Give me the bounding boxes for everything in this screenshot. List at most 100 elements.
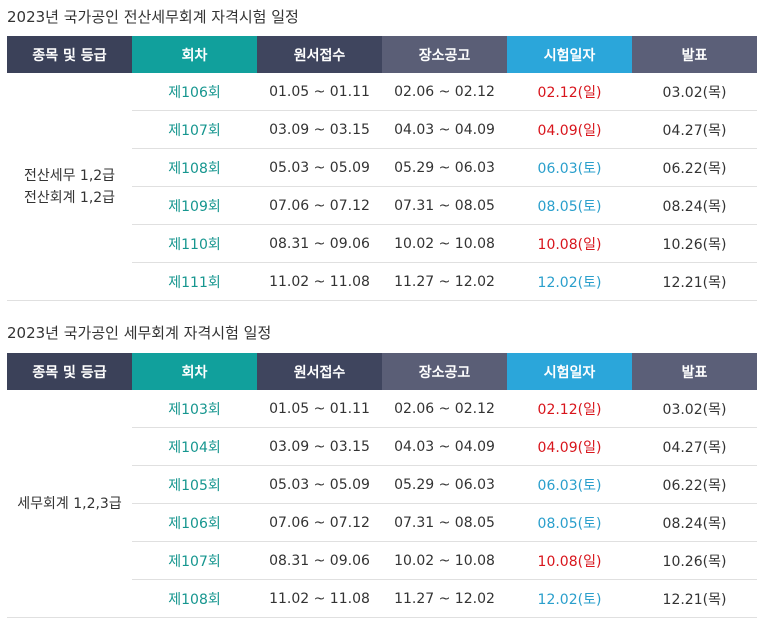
section-title: 2023년 국가공인 세무회계 자격시험 일정 <box>7 324 272 342</box>
exam-date-cell: 06.03(토) <box>507 148 632 187</box>
table-row: 제111회 11.02 ~ 11.08 11.27 ~ 12.02 12.02(토) 1… <box>7 262 757 301</box>
header-cell: 회차 <box>132 353 257 390</box>
table-row: 전산세무 1,2급 전산회계 1,2급 제106회 01.05 ~ 01.11 02.0… <box>7 73 757 301</box>
table-row: 제106회 07.06 ~ 07.12 07.31 ~ 08.05 08.05(토) 0… <box>7 503 757 542</box>
table-row: 제107회 03.09 ~ 03.15 04.03 ~ 04.09 04.09(일) 0… <box>7 110 757 149</box>
grade-line: 전산회계 1,2급 <box>23 189 116 206</box>
round-cell: 제109회 <box>132 186 257 225</box>
result-cell: 03.02(목) <box>632 73 757 111</box>
table-head: 종목 및 등급 회차 원서접수 장소공고 시험일자 발표 <box>7 353 757 390</box>
table-row: 제108회 11.02 ~ 11.08 11.27 ~ 12.02 12.02(토) 1… <box>7 579 757 618</box>
apply-cell: 05.03 ~ 05.09 <box>257 148 382 187</box>
grade-cell: 세무회계 1,2,3급 <box>7 390 132 618</box>
exam-date-cell: 08.05(토) <box>507 503 632 542</box>
exam-date-cell: 12.02(토) <box>507 579 632 618</box>
header-cell: 시험일자 <box>507 353 632 390</box>
table-row: 제109회 07.06 ~ 07.12 07.31 ~ 08.05 08.05(토) 0… <box>7 186 757 225</box>
venue-cell: 05.29 ~ 06.03 <box>382 465 507 504</box>
result-cell: 12.21(목) <box>632 579 757 618</box>
header-cell: 시험일자 <box>507 36 632 73</box>
round-cell: 제106회 <box>132 503 257 542</box>
venue-cell: 11.27 ~ 12.02 <box>382 262 507 301</box>
venue-cell: 05.29 ~ 06.03 <box>382 148 507 187</box>
venue-cell: 11.27 ~ 12.02 <box>382 579 507 618</box>
header-cell: 종목 및 등급 <box>7 36 132 73</box>
grade-line: 세무회계 1,2,3급 <box>17 495 122 512</box>
round-cell: 제108회 <box>132 148 257 187</box>
result-cell: 10.26(목) <box>632 541 757 580</box>
header-row: 종목 및 등급 회차 원서접수 장소공고 시험일자 발표 <box>7 353 757 390</box>
round-cell: 제108회 <box>132 579 257 618</box>
schedule-table: 종목 및 등급 회차 원서접수 장소공고 시험일자 발표 세무회계 1,2,3급 제103회 0… <box>7 353 757 618</box>
apply-cell: 07.06 ~ 07.12 <box>257 186 382 225</box>
table-row: 제107회 08.31 ~ 09.06 10.02 ~ 10.08 10.08(일) 1… <box>7 541 757 580</box>
venue-cell: 02.06 ~ 02.12 <box>382 73 507 111</box>
apply-cell: 01.05 ~ 01.11 <box>257 73 382 111</box>
section-title: 2023년 국가공인 전산세무회계 자격시험 일정 <box>7 8 299 26</box>
result-cell: 04.27(목) <box>632 427 757 466</box>
venue-cell: 10.02 ~ 10.08 <box>382 541 507 580</box>
round-cell: 제107회 <box>132 110 257 149</box>
table-row: 제104회 03.09 ~ 03.15 04.03 ~ 04.09 04.09(일) 0… <box>7 427 757 466</box>
round-cell: 제105회 <box>132 465 257 504</box>
table-head: 종목 및 등급 회차 원서접수 장소공고 시험일자 발표 <box>7 36 757 73</box>
apply-cell: 05.03 ~ 05.09 <box>257 465 382 504</box>
apply-cell: 03.09 ~ 03.15 <box>257 427 382 466</box>
header-row: 종목 및 등급 회차 원서접수 장소공고 시험일자 발표 <box>7 36 757 73</box>
table-row: 제108회 05.03 ~ 05.09 05.29 ~ 06.03 06.03(토) 0… <box>7 148 757 187</box>
table-row: 제105회 05.03 ~ 05.09 05.29 ~ 06.03 06.03(토) 0… <box>7 465 757 504</box>
exam-date-cell: 04.09(일) <box>507 427 632 466</box>
exam-date-cell: 10.08(일) <box>507 224 632 263</box>
round-cell: 제104회 <box>132 427 257 466</box>
round-cell: 제111회 <box>132 262 257 301</box>
venue-cell: 10.02 ~ 10.08 <box>382 224 507 263</box>
apply-cell: 11.02 ~ 11.08 <box>257 262 382 301</box>
header-cell: 장소공고 <box>382 36 507 73</box>
round-cell: 제103회 <box>132 390 257 428</box>
header-cell: 원서접수 <box>257 353 382 390</box>
venue-cell: 04.03 ~ 04.09 <box>382 427 507 466</box>
header-cell: 회차 <box>132 36 257 73</box>
exam-date-cell: 02.12(일) <box>507 73 632 111</box>
exam-date-cell: 06.03(토) <box>507 465 632 504</box>
header-cell: 원서접수 <box>257 36 382 73</box>
apply-cell: 01.05 ~ 01.11 <box>257 390 382 428</box>
exam-date-cell: 10.08(일) <box>507 541 632 580</box>
exam-date-cell: 04.09(일) <box>507 110 632 149</box>
result-cell: 10.26(목) <box>632 224 757 263</box>
exam-date-cell: 12.02(토) <box>507 262 632 301</box>
header-cell: 장소공고 <box>382 353 507 390</box>
apply-cell: 07.06 ~ 07.12 <box>257 503 382 542</box>
header-cell: 발표 <box>632 36 757 73</box>
venue-cell: 02.06 ~ 02.12 <box>382 390 507 428</box>
table-body: 세무회계 1,2,3급 제103회 01.05 ~ 01.11 02.06 ~ 02.… <box>7 390 757 618</box>
table-row: 제110회 08.31 ~ 09.06 10.02 ~ 10.08 10.08(일) 1… <box>7 224 757 263</box>
result-cell: 06.22(목) <box>632 148 757 187</box>
result-cell: 03.02(목) <box>632 390 757 428</box>
result-cell: 08.24(목) <box>632 186 757 225</box>
apply-cell: 08.31 ~ 09.06 <box>257 224 382 263</box>
venue-cell: 04.03 ~ 04.09 <box>382 110 507 149</box>
header-cell: 종목 및 등급 <box>7 353 132 390</box>
table-body: 전산세무 1,2급 전산회계 1,2급 제106회 01.05 ~ 01.11 02.0… <box>7 73 757 301</box>
grade-line: 전산세무 1,2급 <box>23 167 116 184</box>
result-cell: 08.24(목) <box>632 503 757 542</box>
header-cell: 발표 <box>632 353 757 390</box>
round-cell: 제106회 <box>132 73 257 111</box>
result-cell: 12.21(목) <box>632 262 757 301</box>
result-cell: 06.22(목) <box>632 465 757 504</box>
round-cell: 제110회 <box>132 224 257 263</box>
apply-cell: 03.09 ~ 03.15 <box>257 110 382 149</box>
venue-cell: 07.31 ~ 08.05 <box>382 186 507 225</box>
venue-cell: 07.31 ~ 08.05 <box>382 503 507 542</box>
apply-cell: 08.31 ~ 09.06 <box>257 541 382 580</box>
exam-date-cell: 02.12(일) <box>507 390 632 428</box>
table-row: 세무회계 1,2,3급 제103회 01.05 ~ 01.11 02.06 ~ 02.… <box>7 390 757 618</box>
result-cell: 04.27(목) <box>632 110 757 149</box>
round-cell: 제107회 <box>132 541 257 580</box>
